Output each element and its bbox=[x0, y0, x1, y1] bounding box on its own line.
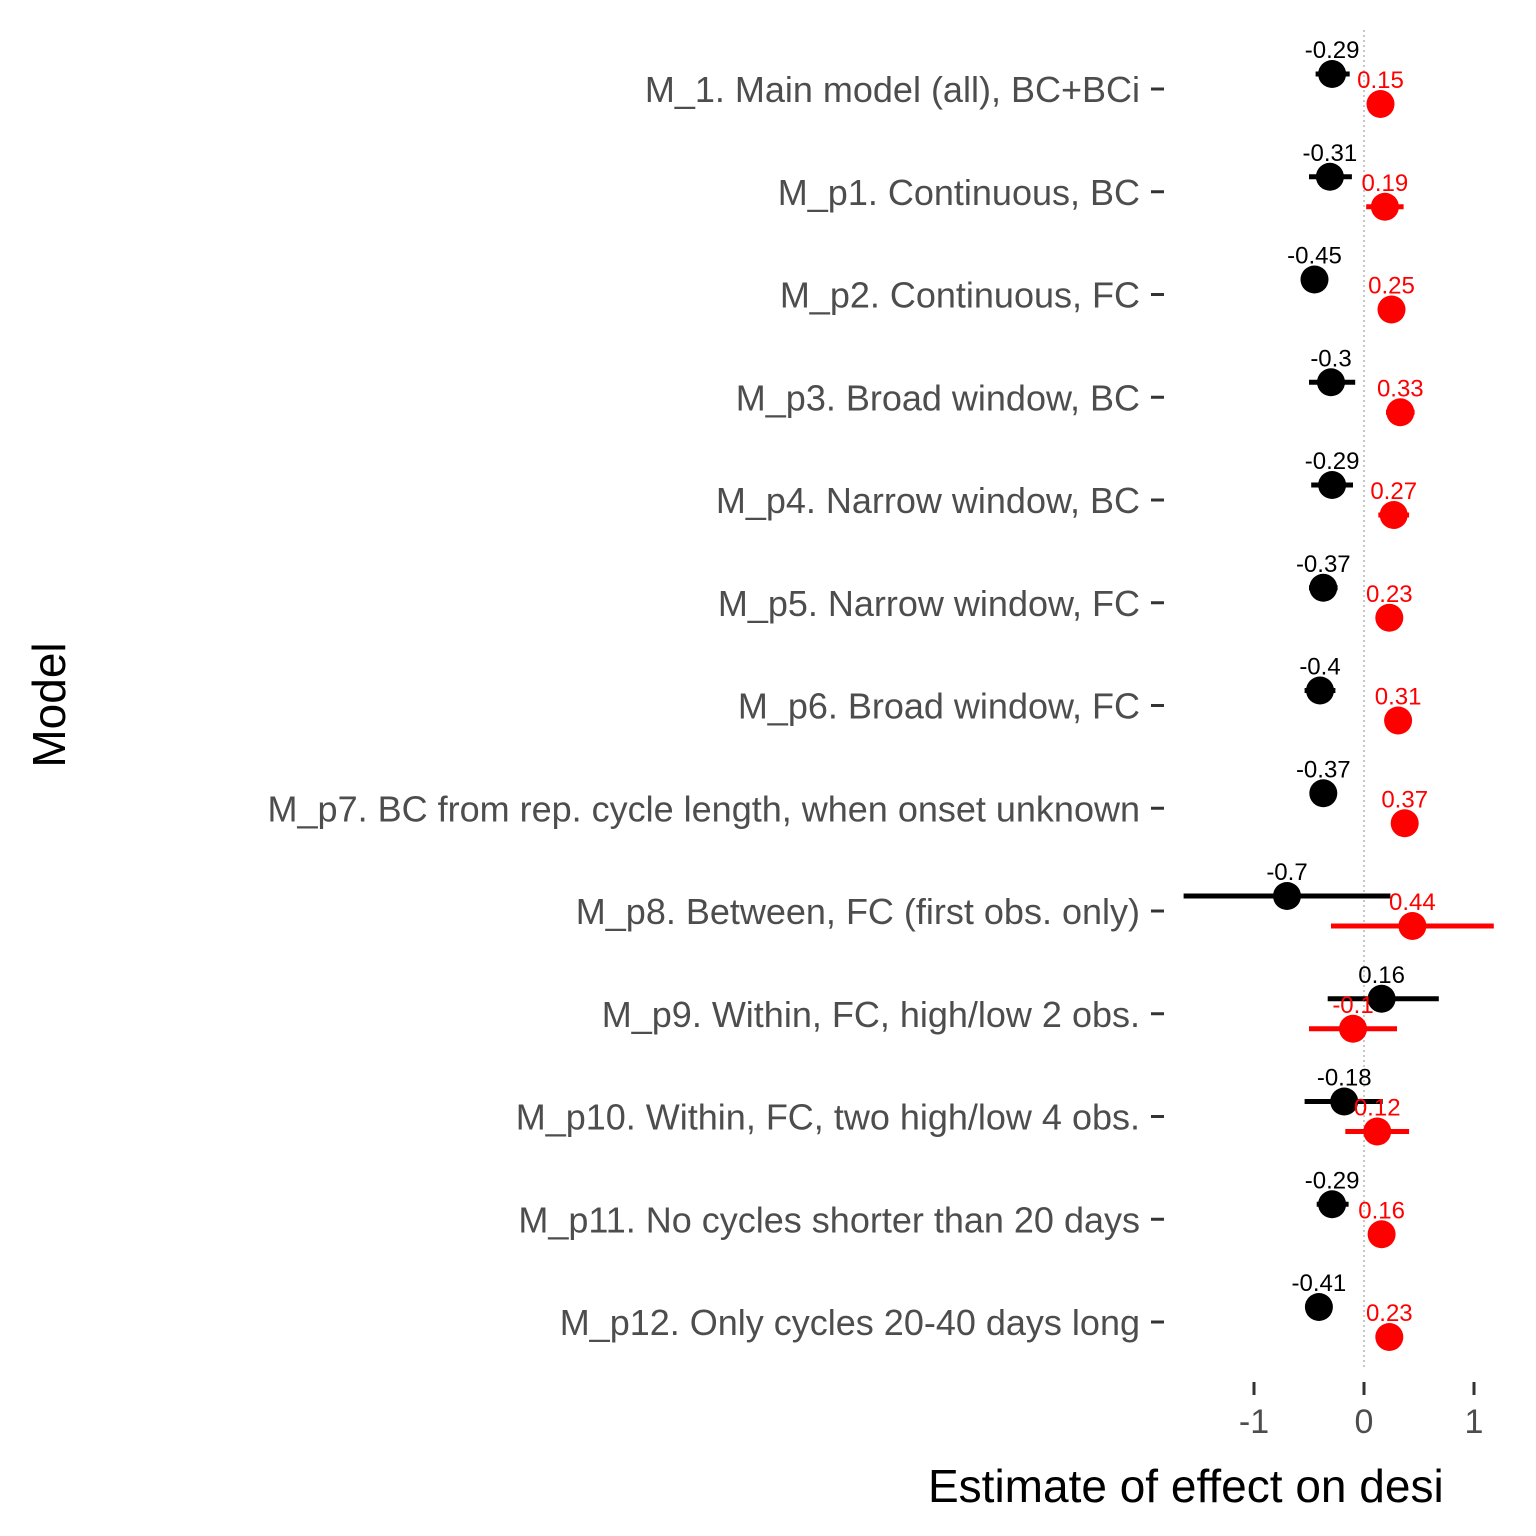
data-point bbox=[1309, 573, 1338, 602]
y-tick-label: M_p10. Within, FC, two high/low 4 obs. bbox=[516, 1097, 1140, 1138]
data-label: -0.45 bbox=[1287, 243, 1342, 270]
data-point bbox=[1318, 60, 1347, 88]
data-point bbox=[1363, 1117, 1392, 1146]
data-label: -0.7 bbox=[1266, 859, 1307, 886]
y-tick-label: M_p5. Narrow window, FC bbox=[718, 583, 1140, 624]
y-tick-label: M_1. Main model (all), BC+BCi bbox=[645, 69, 1140, 110]
data-point bbox=[1318, 471, 1347, 499]
data-label: 0.15 bbox=[1357, 67, 1404, 94]
data-point bbox=[1304, 1293, 1333, 1321]
series-red: 0.15 0.19 0.25 0.33 0.27 0.23 0.31 0.37 0.44 -0.1… bbox=[1309, 67, 1494, 1351]
data-point bbox=[1318, 1190, 1347, 1219]
y-tick-label: M_p12. Only cycles 20-40 days long bbox=[560, 1302, 1140, 1343]
data-point bbox=[1309, 779, 1338, 808]
y-tick-label: M_p3. Broad window, BC bbox=[736, 377, 1140, 418]
y-tick-label: M_p4. Narrow window, BC bbox=[716, 480, 1140, 521]
data-label: 0.23 bbox=[1366, 1300, 1413, 1327]
data-label: -0.41 bbox=[1292, 1270, 1347, 1297]
data-label: -0.31 bbox=[1303, 140, 1358, 167]
data-label: 0.33 bbox=[1377, 375, 1424, 402]
data-point bbox=[1339, 1014, 1367, 1043]
series-layer: -0.29 -0.31 -0.45 -0.3 -0.29 -0.37 -0.4 -0.37 -0… bbox=[1183, 37, 1494, 1351]
series-black: -0.29 -0.31 -0.45 -0.3 -0.29 -0.37 -0.4 -0.37 -0… bbox=[1183, 37, 1439, 1321]
data-point bbox=[1370, 192, 1399, 221]
data-point bbox=[1384, 706, 1413, 735]
data-label: 0.44 bbox=[1389, 889, 1436, 916]
data-point bbox=[1367, 984, 1396, 1013]
data-label: 0.16 bbox=[1358, 1197, 1405, 1224]
data-point bbox=[1386, 398, 1415, 427]
data-label: 0.27 bbox=[1370, 478, 1417, 505]
y-tick-label: M_p9. Within, FC, high/low 2 obs. bbox=[602, 994, 1140, 1035]
data-label: 0.16 bbox=[1358, 962, 1405, 989]
x-tick-label: -1 bbox=[1239, 1403, 1269, 1441]
data-point bbox=[1398, 912, 1427, 940]
data-point bbox=[1330, 1087, 1359, 1116]
data-point bbox=[1300, 265, 1329, 294]
data-label: -0.1 bbox=[1332, 992, 1373, 1019]
y-tick-label: M_p7. BC from rep. cycle length, when on… bbox=[268, 788, 1140, 829]
y-axis: M_1. Main model (all), BC+BCi M_p1. Conti… bbox=[268, 69, 1164, 1343]
x-axis: -1 0 1 bbox=[1239, 1382, 1484, 1441]
x-axis-title: Estimate of effect on desi bbox=[928, 1460, 1444, 1512]
data-point bbox=[1366, 90, 1395, 118]
data-label: -0.3 bbox=[1310, 345, 1351, 372]
data-label: 0.19 bbox=[1362, 170, 1409, 197]
data-point bbox=[1306, 676, 1334, 705]
data-point bbox=[1273, 882, 1301, 910]
data-label: 0.12 bbox=[1354, 1095, 1401, 1122]
data-label: 0.23 bbox=[1366, 581, 1413, 608]
data-label: -0.29 bbox=[1305, 37, 1360, 64]
data-label: 0.31 bbox=[1375, 684, 1422, 711]
data-point bbox=[1317, 368, 1345, 397]
data-label: 0.25 bbox=[1368, 273, 1415, 300]
data-point bbox=[1375, 1323, 1404, 1351]
data-label: -0.18 bbox=[1317, 1065, 1372, 1092]
data-point bbox=[1367, 1220, 1396, 1249]
y-tick-label: M_p6. Broad window, FC bbox=[738, 686, 1140, 727]
x-tick-label: 0 bbox=[1355, 1403, 1374, 1441]
data-label: -0.29 bbox=[1305, 448, 1360, 475]
y-axis-title: Model bbox=[23, 642, 75, 767]
data-label: -0.37 bbox=[1296, 756, 1351, 783]
x-tick-label: 1 bbox=[1465, 1403, 1484, 1441]
data-point bbox=[1375, 603, 1404, 632]
y-tick-label: M_p11. No cycles shorter than 20 days bbox=[518, 1199, 1140, 1240]
data-label: -0.37 bbox=[1296, 551, 1351, 578]
data-point bbox=[1377, 295, 1406, 324]
data-label: -0.29 bbox=[1305, 1167, 1360, 1194]
data-point bbox=[1390, 809, 1419, 838]
y-tick-label: M_p1. Continuous, BC bbox=[778, 172, 1140, 213]
y-tick-label: M_p8. Between, FC (first obs. only) bbox=[576, 891, 1140, 932]
data-point bbox=[1315, 162, 1344, 191]
y-tick-label: M_p2. Continuous, FC bbox=[780, 275, 1140, 316]
data-point bbox=[1379, 501, 1408, 529]
data-label: 0.37 bbox=[1381, 786, 1428, 813]
data-label: -0.4 bbox=[1299, 654, 1340, 681]
